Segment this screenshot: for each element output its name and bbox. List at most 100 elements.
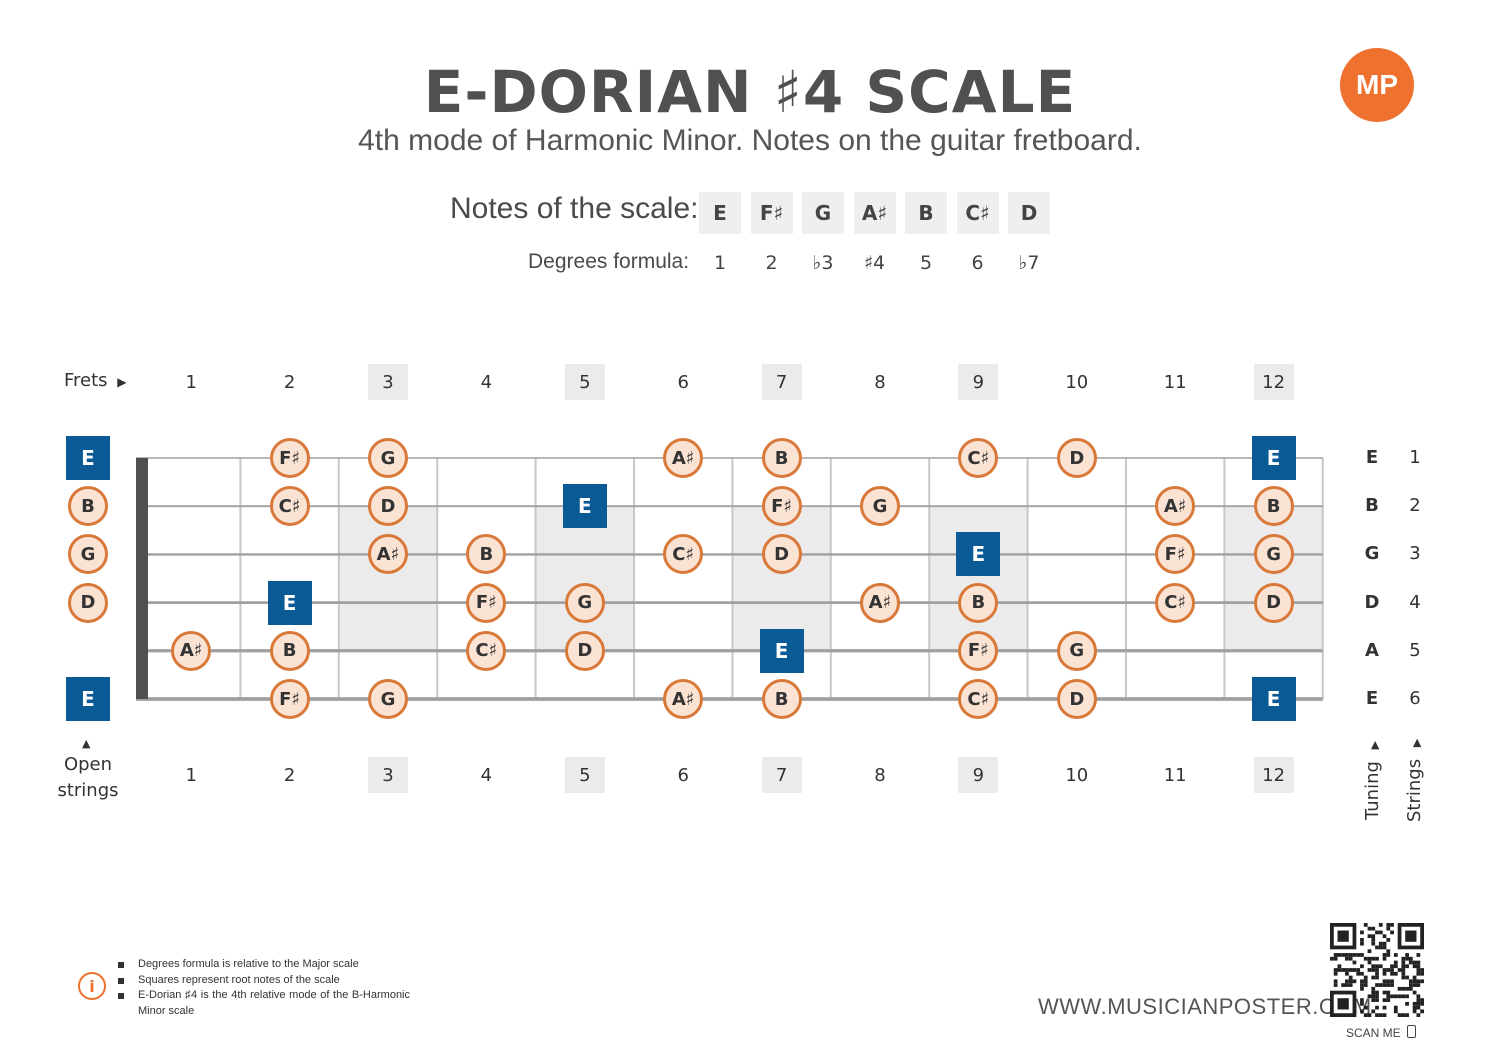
qr-module [1401, 956, 1406, 961]
qr-module [1393, 1005, 1398, 1010]
qr-module [1371, 994, 1376, 999]
qr-module [1371, 986, 1376, 991]
scale-note-box: B [905, 192, 947, 234]
scale-note-circle: B [761, 438, 802, 478]
qr-module [1337, 968, 1342, 972]
frets-label-text: Frets [64, 370, 108, 391]
qr-module [1367, 926, 1372, 931]
degrees-formula-label: Degrees formula: [528, 250, 690, 273]
string-number: 4 [1409, 591, 1421, 613]
triangle-right-icon: ▶ [1410, 738, 1423, 748]
qr-module [1360, 986, 1364, 991]
qr-module [1382, 983, 1387, 987]
fret-number-top: 3 [368, 364, 408, 400]
triangle-right-icon: ▶ [117, 375, 127, 389]
qr-module [1375, 964, 1379, 969]
qr-module [1382, 1005, 1387, 1010]
qr-module [1367, 1013, 1372, 1017]
qr-module [1360, 938, 1364, 942]
fret-number-bottom: 8 [874, 764, 886, 786]
qr-module [1401, 971, 1406, 976]
triangle-right-icon: ▶ [1368, 740, 1381, 750]
scale-degree: ♭7 [1018, 252, 1040, 274]
phone-icon [1407, 1025, 1417, 1038]
qr-module [1397, 986, 1402, 991]
qr-module [1420, 979, 1424, 984]
fret-number-bottom: 2 [283, 764, 296, 786]
qr-module [1412, 979, 1417, 984]
scale-note-circle: G [1056, 630, 1097, 671]
qr-module [1345, 983, 1349, 987]
qr-module [1412, 1009, 1417, 1014]
fret-number-bottom: 5 [564, 757, 605, 793]
qr-module [1382, 971, 1387, 976]
string-number: 3 [1409, 543, 1421, 565]
qr-module [1371, 998, 1376, 1002]
qr-module [1405, 986, 1409, 991]
qr-module [1412, 1005, 1417, 1010]
root-note-square: E [1251, 436, 1296, 480]
qr-module [1405, 1013, 1409, 1017]
qr-module [1420, 998, 1424, 1002]
qr-module [1386, 994, 1391, 999]
scale-degree: 5 [919, 252, 933, 274]
qr-module [1375, 1005, 1379, 1010]
qr-module [1393, 994, 1398, 999]
qr-module [1345, 953, 1349, 957]
qr-module [1345, 968, 1349, 972]
notes-of-scale-label: Notes of the scale: [450, 192, 699, 225]
qr-module [1393, 964, 1398, 969]
qr-module [1401, 968, 1406, 972]
qr-module [1371, 938, 1376, 942]
qr-module [1345, 971, 1349, 976]
qr-module [1367, 956, 1372, 961]
qr-module [1333, 953, 1338, 957]
fret-marker-shade [929, 506, 1028, 651]
qr-module [1356, 953, 1361, 957]
qr-module [1393, 953, 1398, 957]
qr-module [1408, 960, 1413, 965]
qr-module [1356, 968, 1361, 972]
qr-module [1390, 994, 1394, 999]
website-link[interactable]: WWW.MUSICIANPOSTER.COM [1038, 994, 1372, 1019]
qr-module [1386, 968, 1391, 972]
tuning-label-text: Tuning [1362, 761, 1383, 820]
scale-note-circle: D [1056, 679, 1097, 719]
qr-module [1408, 983, 1413, 987]
qr-module [1371, 964, 1376, 969]
root-note-square: E [759, 628, 804, 673]
qr-module [1375, 994, 1379, 999]
page-title: E-DORIAN ♯4 SCALE [423, 58, 1077, 126]
scale-note-circle: C♯ [663, 534, 704, 575]
scale-note-circle: A♯ [368, 534, 408, 575]
fretboard-nut [136, 458, 148, 699]
qr-module [1382, 998, 1387, 1002]
info-notes-list: Degrees formula is relative to the Major… [118, 957, 410, 1019]
qr-module [1363, 983, 1368, 987]
scale-note-circle: G [564, 582, 605, 623]
scan-me-label: SCAN ME [1346, 1025, 1417, 1040]
qr-module [1375, 971, 1379, 976]
qr-module [1382, 941, 1387, 946]
fret-number-bottom: 12 [1253, 757, 1294, 793]
fret-marker-shade [1224, 506, 1323, 651]
qr-module [1360, 998, 1364, 1002]
qr-module [1360, 1009, 1364, 1014]
tuning-note: A [1365, 639, 1379, 661]
qr-module [1352, 979, 1357, 984]
qr-module [1382, 968, 1387, 972]
qr-module [1420, 971, 1424, 976]
scale-note-circle: C♯ [466, 630, 507, 671]
qr-module [1416, 1013, 1421, 1017]
qr-module [1360, 953, 1364, 957]
qr-module [1352, 953, 1357, 957]
qr-module [1416, 953, 1421, 957]
qr-module [1382, 945, 1387, 950]
qr-module [1401, 986, 1406, 991]
string-number: 5 [1409, 639, 1421, 661]
qr-module [1367, 960, 1372, 965]
triangle-up-icon: ▲ [82, 737, 91, 750]
qr-module [1416, 994, 1421, 999]
qr-module [1348, 968, 1353, 972]
scale-note-circle: C♯ [958, 438, 999, 478]
